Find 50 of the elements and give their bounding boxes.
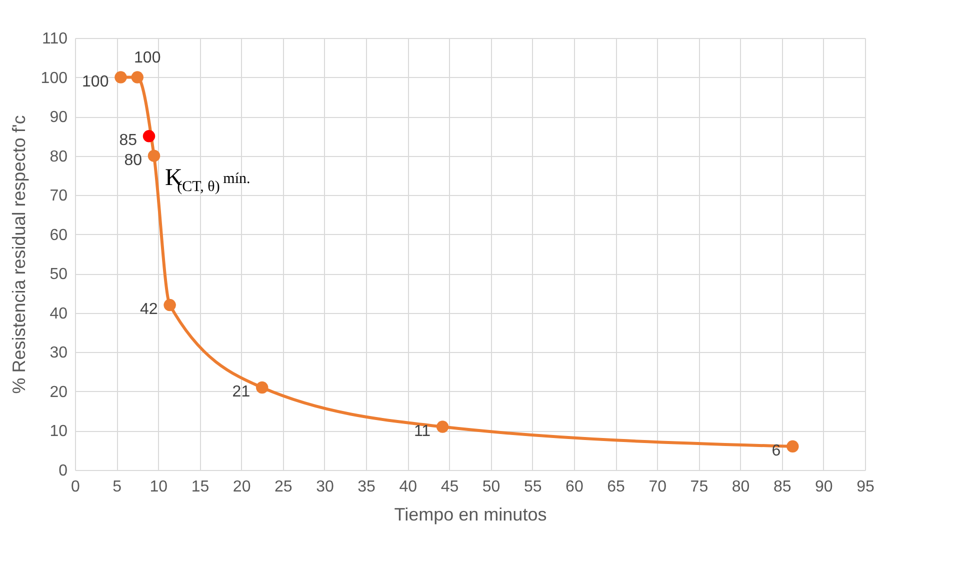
y-tick-label: 10 xyxy=(50,423,68,440)
y-tick-label: 70 xyxy=(50,188,68,205)
x-tick-label: 20 xyxy=(232,478,251,496)
point xyxy=(436,420,449,433)
point xyxy=(256,381,268,394)
y-tick-label: 40 xyxy=(50,305,68,322)
x-tick-label: 75 xyxy=(690,478,708,496)
y-tick-label: 50 xyxy=(50,266,68,284)
data-label: 80 xyxy=(124,152,142,169)
data-label: 100 xyxy=(82,73,109,90)
x-tick-label: 10 xyxy=(150,478,168,496)
point xyxy=(114,71,127,84)
data-label: 100 xyxy=(134,49,161,66)
y-tick-label: 0 xyxy=(58,462,68,480)
x-tick-label: 90 xyxy=(815,478,833,496)
point xyxy=(786,440,799,453)
x-tick-label: 0 xyxy=(71,478,80,496)
data-label: 21 xyxy=(232,384,250,401)
data-label: 11 xyxy=(414,422,431,440)
x-tick-label: 40 xyxy=(399,478,418,496)
x-tick-label: 25 xyxy=(274,478,292,496)
point xyxy=(164,298,176,312)
x-tick-label: 60 xyxy=(566,478,584,496)
point xyxy=(142,130,156,142)
x-tick-label: 30 xyxy=(316,478,334,496)
data-label: 6 xyxy=(772,442,781,460)
data-label: 85 xyxy=(119,132,138,150)
point xyxy=(131,71,144,84)
y-tick-label: 60 xyxy=(50,226,68,244)
x-tick-label: 55 xyxy=(524,478,542,496)
x-tick-label: 70 xyxy=(648,478,667,496)
y-tick-label: 20 xyxy=(50,384,68,401)
y-tick-label: 80 xyxy=(50,148,68,166)
y-tick-label: 110 xyxy=(42,30,68,48)
y-tick-label: 30 xyxy=(50,344,68,362)
data-label: 42 xyxy=(140,301,158,318)
y-tick-label: 100 xyxy=(40,70,68,87)
x-tick-label: 65 xyxy=(607,478,626,496)
y-axis-title: % Resistencia residual respecto f'c xyxy=(8,115,29,394)
point xyxy=(148,150,160,162)
x-tick-label: 50 xyxy=(482,478,500,496)
x-tick-label: 80 xyxy=(732,478,750,496)
y-tick-label: 90 xyxy=(50,109,68,126)
x-tick-label: 35 xyxy=(358,478,376,496)
x-tick-label: 15 xyxy=(191,478,210,496)
x-tick-label: 5 xyxy=(112,478,122,496)
x-tick-label: 85 xyxy=(773,478,792,496)
x-tick-label: 45 xyxy=(440,478,459,496)
x-axis-title: Tiempo en minutos xyxy=(394,504,547,524)
x-tick-label: 95 xyxy=(856,478,874,496)
